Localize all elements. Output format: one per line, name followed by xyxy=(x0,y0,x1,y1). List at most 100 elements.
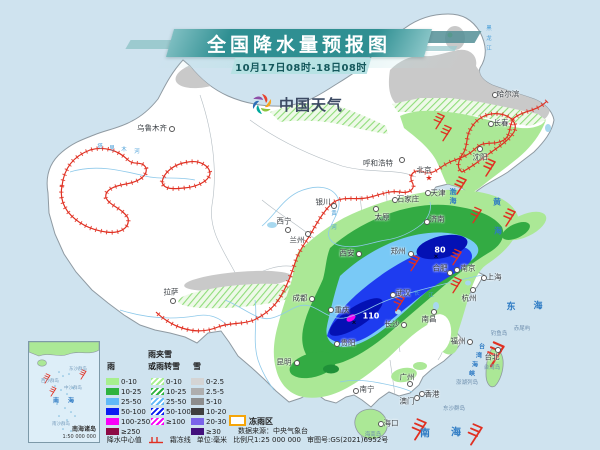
legend-rain-label: ≥250 xyxy=(121,427,141,436)
legend-sleet-swatch xyxy=(151,398,164,405)
legend-snow-label: 2.5-5 xyxy=(206,387,225,396)
map-approval-label: 审图号:GS(2021)6952号 xyxy=(306,436,389,444)
city-label: 福州 xyxy=(450,336,466,346)
city-label: 台北 xyxy=(484,352,500,362)
city-label: 银川 xyxy=(315,197,331,207)
city-marker xyxy=(467,339,473,345)
frost-line-icon xyxy=(148,437,163,444)
city-label: 西宁 xyxy=(276,216,292,226)
frost-lines xyxy=(59,99,549,334)
city-label: 兰州 xyxy=(289,235,305,245)
pinwheel-logo-icon xyxy=(252,94,272,114)
island-label: 钓鱼岛 xyxy=(490,331,508,337)
island-label: 东沙群岛 xyxy=(442,406,466,412)
legend-snow-swatch xyxy=(191,418,204,425)
city-label: 海口 xyxy=(383,418,399,428)
island-label: 海南岛 xyxy=(364,432,382,438)
city-label: 上海 xyxy=(486,272,502,282)
city-marker xyxy=(334,341,340,347)
river-label: 江 xyxy=(486,46,492,52)
sleet-band-inner-mongolia xyxy=(270,103,388,134)
legend-rain-label: 25-50 xyxy=(121,397,142,406)
city-marker xyxy=(378,421,384,427)
city-marker xyxy=(328,307,334,313)
inset-labels: 南海 东沙群岛 西沙群岛 中沙群岛 南沙群岛 xyxy=(29,342,99,442)
precip-center-mark: ✕ xyxy=(433,253,439,261)
inset-sea-label: 南 xyxy=(52,397,60,405)
island-label: 澎湖列岛 xyxy=(455,380,479,386)
city-marker xyxy=(431,309,437,315)
legend-rain-label: 10-25 xyxy=(121,387,142,396)
rain-core-110 xyxy=(329,298,383,336)
river-label: 江 xyxy=(428,293,434,299)
sea-label: 台 xyxy=(478,343,486,351)
legend-rain-swatch xyxy=(106,378,119,385)
city-label: 长春 xyxy=(493,118,509,128)
legend-rain-swatch xyxy=(106,428,119,435)
city-label: 呼和浩特 xyxy=(363,158,393,168)
city-marker xyxy=(309,296,315,302)
river-label: 河 xyxy=(331,225,337,231)
legend-rain-swatch xyxy=(106,408,119,415)
city-marker xyxy=(331,203,337,209)
south-china-sea-inset: 南海 东沙群岛 西沙群岛 中沙群岛 南沙群岛 南海诸岛 1:50 000 000 xyxy=(28,341,100,443)
legend-rain-label: 0-10 xyxy=(121,377,137,386)
legend-rain-swatch xyxy=(106,388,119,395)
freezing-rain-label: 冻雨区 xyxy=(249,417,273,426)
city-label: 郑州 xyxy=(390,246,406,256)
sea-label: 海 xyxy=(533,301,543,312)
city-marker xyxy=(401,322,407,328)
precip-center-value: 110 xyxy=(362,311,380,321)
freezing-rain-swatch xyxy=(229,415,246,426)
no-rain-hole-jiangxi xyxy=(424,314,452,354)
legend-sleet-label: 25-50 xyxy=(166,397,187,406)
legend-snow-label: 10-20 xyxy=(206,407,227,416)
inset-map xyxy=(29,342,99,432)
legend-snow-label: ≥30 xyxy=(206,427,221,436)
inset-scale: 1:50 000 000 xyxy=(62,434,97,440)
river-label: 木 xyxy=(121,147,127,153)
city-marker xyxy=(285,227,291,233)
legend-rain-label: 50-100 xyxy=(121,407,146,416)
sea-label: 海 xyxy=(449,197,457,205)
taiwan-island xyxy=(485,348,504,388)
city-marker xyxy=(481,275,487,281)
city-marker xyxy=(492,92,498,98)
city-label: 武汉 xyxy=(395,288,411,298)
city-label: 重庆 xyxy=(334,305,350,315)
inset-title: 南海诸岛 xyxy=(71,426,96,433)
city-marker xyxy=(488,121,494,127)
hainan-island xyxy=(354,408,388,440)
inset-islands xyxy=(54,371,76,432)
inset-island-group-label: 南沙群岛 xyxy=(52,422,70,427)
legend-rain-header: 雨 xyxy=(107,362,115,371)
river-label: 里 xyxy=(109,146,115,152)
unit-label: 单位:毫米 xyxy=(196,436,228,444)
city-label: 南宁 xyxy=(359,384,375,394)
city-label: 石家庄 xyxy=(396,194,420,204)
rain-patch-guangdong xyxy=(391,367,417,383)
capital-star-marker: ★ xyxy=(425,173,433,183)
city-label: 澳门 xyxy=(399,396,415,406)
precip-center-mark: ✕ xyxy=(351,319,357,327)
city-marker xyxy=(470,287,476,293)
legend-sleet-label: 10-25 xyxy=(166,387,187,396)
city-marker xyxy=(425,190,431,196)
city-marker xyxy=(356,251,362,257)
river-label: 黑 xyxy=(486,26,492,32)
city-label: 西安 xyxy=(339,248,355,258)
city-marker xyxy=(390,292,396,298)
city-label: 南京 xyxy=(460,263,476,273)
river-label: 长 xyxy=(414,291,420,297)
sea-label: 东 xyxy=(506,302,516,313)
city-marker xyxy=(408,251,414,257)
center-value-label: 降水中心值 xyxy=(106,436,142,444)
china-weather-logo: 中国天气 xyxy=(250,92,343,116)
legend-snow-label: 0-2.5 xyxy=(206,377,225,386)
city-marker xyxy=(392,197,398,203)
legend-snow-header: 雪 xyxy=(193,362,201,371)
city-label: 昆明 xyxy=(276,357,292,367)
city-label: 拉萨 xyxy=(163,287,179,297)
legend-sleet-label: ≥100 xyxy=(166,417,186,426)
